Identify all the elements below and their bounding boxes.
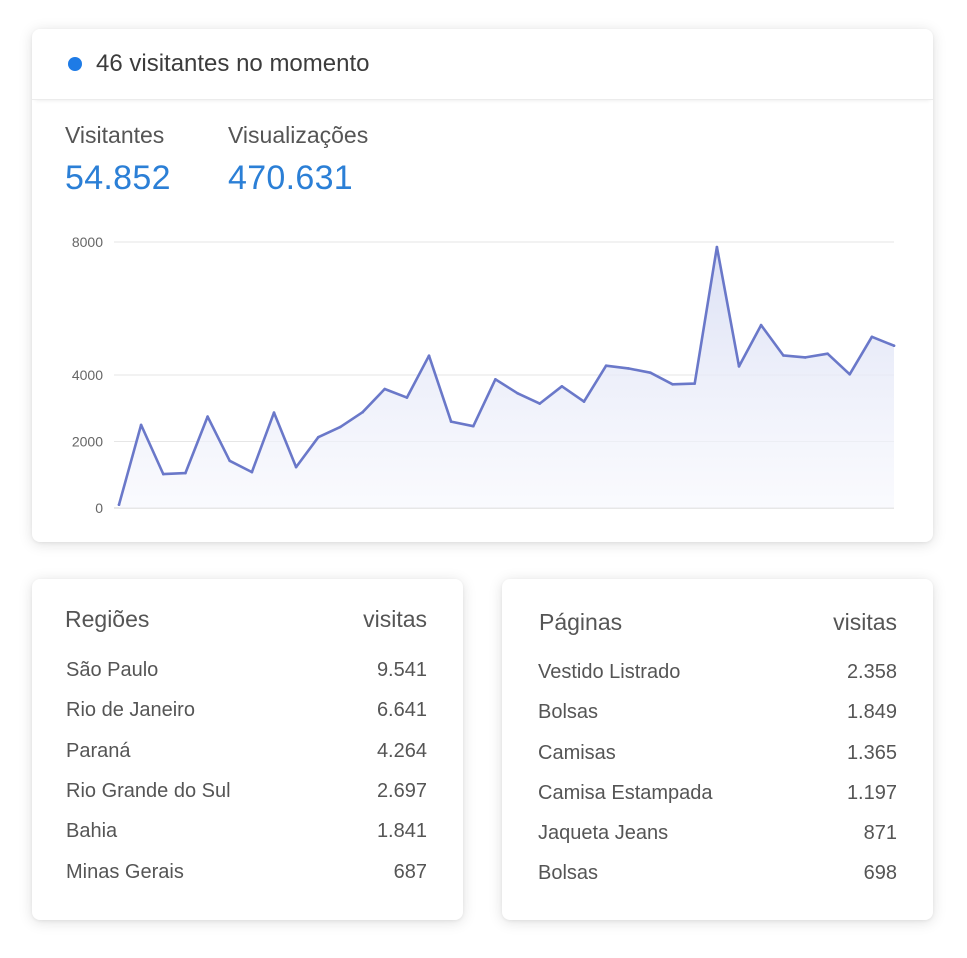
regions-header: Regiões visitas	[32, 606, 463, 633]
region-visits: 1.841	[376, 820, 427, 842]
region-visits: 687	[393, 861, 427, 883]
chart-data-point	[494, 378, 497, 381]
chart-data-point	[693, 382, 696, 385]
chart-data-point	[604, 364, 608, 368]
region-name: Minas Gerais	[66, 861, 184, 883]
chart-data-point	[427, 354, 431, 358]
y-tick-label: 0	[95, 500, 103, 516]
chart-data-point	[782, 354, 785, 357]
views-metric: Visualizações 470.631	[228, 122, 368, 198]
live-visitors-bar: 46 visitantes no momento	[32, 29, 933, 100]
regions-row: Bahia 1.841	[32, 820, 463, 843]
pages-col-header: visitas	[833, 609, 897, 635]
region-name: Rio Grande do Sul	[66, 780, 231, 802]
pages-row: Camisas 1.365	[502, 742, 933, 765]
region-name: Bahia	[66, 820, 118, 842]
region-visits: 4.264	[376, 740, 427, 762]
regions-row: Minas Gerais 687	[32, 861, 463, 884]
page-name: Jaqueta Jeans	[538, 822, 669, 844]
chart-data-point	[892, 344, 896, 348]
chart-data-point	[117, 503, 121, 507]
live-visitors-text: 46 visitantes no momento	[96, 50, 370, 77]
visitors-card: 46 visitantes no momento Visitantes 54.8…	[32, 29, 933, 542]
page-name: Camisas	[538, 742, 616, 764]
chart-data-point	[582, 400, 586, 403]
chart-data-point	[294, 465, 298, 469]
region-visits: 6.641	[376, 699, 427, 721]
chart-data-point	[516, 392, 519, 395]
pages-row: Camisa Estampada 1.197	[502, 782, 933, 805]
chart-data-point	[339, 425, 342, 429]
pages-card: Páginas visitas Vestido Listrado 2.358 B…	[502, 579, 933, 920]
visitors-metric: Visitantes 54.852	[65, 122, 171, 198]
regions-title: Regiões	[65, 606, 150, 632]
chart-data-point	[538, 402, 541, 405]
chart-data-point	[671, 383, 674, 386]
region-visits: 2.697	[376, 780, 427, 802]
page-visits: 2.358	[846, 661, 897, 683]
chart-data-point	[405, 396, 409, 399]
regions-row: São Paulo 9.541	[32, 659, 463, 682]
pages-header: Páginas visitas	[502, 609, 933, 636]
views-value: 470.631	[228, 159, 354, 197]
chart-data-point	[206, 415, 209, 418]
pages-row: Bolsas 698	[502, 862, 933, 885]
regions-card: Regiões visitas São Paulo 9.541 Rio de J…	[32, 579, 463, 920]
chart-data-point	[804, 356, 807, 359]
chart-data-point	[848, 373, 851, 376]
page-visits: 698	[863, 862, 897, 884]
chart-data-point	[317, 435, 320, 439]
page-visits: 871	[863, 822, 897, 844]
chart-data-point	[560, 385, 564, 388]
chart-series-line	[117, 245, 896, 506]
regions-row: Paraná 4.264	[32, 740, 463, 763]
views-label: Visualizações	[228, 122, 369, 148]
y-tick-label: 8000	[72, 234, 103, 250]
chart-data-point	[870, 335, 874, 339]
region-name: São Paulo	[66, 659, 159, 681]
regions-row: Rio de Janeiro 6.641	[32, 699, 463, 722]
page-name: Vestido Listrado	[538, 661, 681, 683]
region-name: Rio de Janeiro	[66, 699, 195, 721]
pages-title: Páginas	[539, 609, 623, 635]
y-tick-label: 2000	[72, 434, 103, 450]
y-tick-label: 4000	[72, 367, 103, 383]
region-visits: 9.541	[376, 659, 427, 681]
chart-data-point	[449, 420, 453, 423]
page-visits: 1.365	[846, 742, 897, 764]
page-visits: 1.197	[846, 782, 897, 804]
chart-data-point	[162, 472, 165, 476]
visitors-label: Visitantes	[65, 122, 165, 148]
page-visits: 1.849	[846, 701, 897, 723]
chart-data-point	[826, 352, 829, 356]
chart-data-point	[184, 471, 187, 475]
pages-row: Bolsas 1.849	[502, 701, 933, 724]
chart-data-point	[361, 410, 364, 414]
chart-data-point	[627, 367, 630, 370]
chart-data-point	[715, 245, 719, 249]
chart-data-point	[472, 424, 475, 428]
live-indicator-dot-icon	[68, 57, 82, 71]
chart-data-point	[383, 387, 387, 391]
visitors-value: 54.852	[65, 159, 171, 197]
chart-data-point	[737, 365, 741, 368]
pages-row: Vestido Listrado 2.358	[502, 661, 933, 684]
chart-data-point	[272, 411, 276, 414]
regions-row: Rio Grande do Sul 2.697	[32, 780, 463, 803]
chart-data-point	[759, 323, 763, 327]
page-name: Bolsas	[538, 701, 599, 723]
pages-row: Jaqueta Jeans 871	[502, 822, 933, 845]
chart-data-point	[250, 470, 254, 474]
region-name: Paraná	[66, 740, 131, 762]
chart-data-point	[228, 459, 231, 463]
page-name: Bolsas	[538, 862, 599, 884]
chart-area-fill	[119, 247, 894, 508]
visitors-chart: 0 2000 4000 8000	[72, 234, 896, 516]
chart-data-point	[649, 371, 652, 375]
regions-col-header: visitas	[363, 606, 427, 632]
page-name: Camisa Estampada	[538, 782, 713, 804]
chart-data-point	[139, 423, 143, 427]
